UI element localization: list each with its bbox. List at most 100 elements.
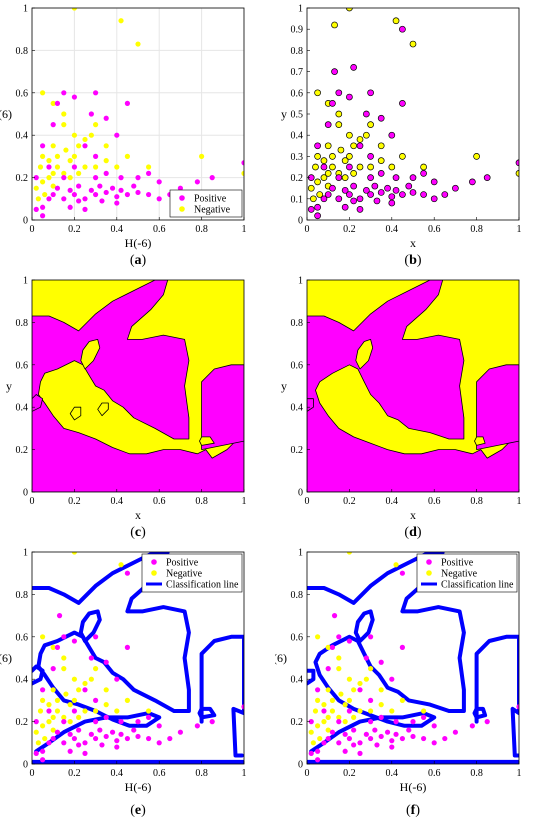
point-negative: [515, 170, 519, 177]
point-positive: [442, 735, 448, 742]
x-tick-label: 0: [305, 224, 310, 235]
point-negative: [346, 131, 353, 139]
point-negative: [67, 702, 73, 708]
point-positive: [350, 64, 357, 71]
y-tick-label: 0.4: [291, 675, 304, 686]
classification-line: [197, 706, 217, 720]
x-tick-label: 0: [30, 496, 35, 507]
point-positive: [384, 184, 391, 192]
point-negative: [61, 122, 67, 128]
x-tick-label: 0.8: [470, 496, 483, 507]
y-tick-label: 1: [23, 276, 28, 287]
point-positive: [399, 570, 405, 576]
point-negative: [308, 729, 314, 735]
point-negative: [346, 676, 352, 682]
point-positive: [209, 175, 215, 181]
point-positive: [371, 182, 379, 190]
legend-swatch-positive: [426, 559, 432, 565]
y-tick-label: 0: [298, 216, 303, 227]
y-tick-label: 0: [23, 216, 28, 227]
classification-line: [199, 634, 244, 758]
point-positive: [114, 200, 120, 206]
point-positive: [61, 719, 67, 725]
point-negative: [124, 153, 130, 159]
point-positive: [33, 206, 39, 212]
point-positive: [50, 735, 56, 742]
y-tick-label: 0: [23, 488, 28, 499]
point-positive: [135, 189, 141, 196]
point-positive: [388, 131, 396, 139]
x-axis-label: H(-6): [125, 236, 152, 250]
point-positive: [336, 740, 342, 746]
point-negative: [37, 164, 44, 170]
point-positive: [363, 110, 370, 118]
x-tick-label: 0.6: [428, 496, 441, 507]
y-tick-label: 0.2: [16, 173, 29, 184]
point-negative: [93, 666, 99, 672]
point-positive: [82, 196, 88, 202]
y-tick-label: 0: [23, 760, 28, 771]
point-negative: [37, 708, 44, 714]
point-positive: [241, 704, 244, 710]
x-tick-label: 1: [242, 768, 247, 779]
point-positive: [399, 100, 406, 107]
y-tick-label: 0.5: [291, 110, 304, 121]
caption: (b): [404, 253, 421, 268]
point-negative: [61, 655, 67, 661]
x-tick-label: 0.2: [343, 224, 356, 235]
chart-b: 0 0.2 0.4 0.6 0.8 1 0 0.1 0.2 0.3 0.4 0.5 0.6 0.7 0.8 0…: [281, 4, 522, 269]
point-positive: [363, 655, 369, 661]
y-tick-label: 0.8: [16, 46, 29, 57]
point-negative: [76, 143, 82, 149]
plot-content: [32, 8, 244, 220]
point-negative: [314, 153, 321, 160]
x-tick-label: 0.6: [153, 224, 166, 235]
point-positive: [320, 163, 328, 171]
chart-a: 0 0.2 0.4 0.6 0.8 1 0 0.2 0.4 0.6 0.8 1 H(-6) H(6) Pos…: [0, 4, 247, 269]
caption: (c): [130, 525, 146, 540]
point-negative: [325, 727, 331, 733]
point-positive: [33, 175, 39, 181]
x-tick-label: 0.6: [153, 768, 166, 779]
point-positive: [351, 742, 357, 748]
point-positive: [61, 740, 67, 746]
point-negative: [351, 687, 357, 693]
point-negative: [88, 676, 94, 682]
point-positive: [114, 744, 120, 750]
point-positive: [388, 199, 396, 207]
y-tick-label: 0: [298, 488, 303, 499]
point-positive: [88, 655, 94, 661]
axes-frame: [31, 279, 245, 493]
classification-line: [472, 706, 488, 720]
point-positive: [93, 153, 99, 159]
x-axis-label: x: [135, 508, 141, 522]
x-tick-label: 0: [305, 768, 310, 779]
x-tick-label: 0.2: [68, 768, 81, 779]
point-positive: [321, 708, 327, 714]
point-negative: [338, 691, 344, 697]
point-negative: [61, 111, 67, 117]
point-negative: [310, 740, 316, 746]
point-positive: [431, 723, 437, 729]
point-negative: [61, 170, 67, 176]
point-negative: [378, 702, 384, 708]
point-positive: [177, 729, 183, 735]
point-negative: [82, 164, 88, 170]
point-positive: [93, 191, 99, 198]
point-positive: [393, 731, 399, 737]
point-positive: [325, 735, 331, 742]
point-positive: [124, 735, 130, 742]
panel-d: 0 0.2 0.4 0.6 0.8 1 0 0.2 0.4 0.6 0.8 1 x y (d): [275, 272, 550, 544]
point-positive: [54, 185, 61, 191]
point-positive: [93, 634, 99, 640]
point-positive: [71, 735, 77, 742]
point-positive: [76, 727, 82, 733]
point-negative: [50, 143, 56, 149]
x-tick-label: 1: [517, 768, 522, 779]
point-positive: [61, 175, 67, 181]
point-positive: [308, 750, 314, 756]
x-tick-label: 0: [30, 224, 35, 235]
y-tick-label: 0.7: [291, 67, 304, 78]
point-positive: [356, 206, 364, 213]
